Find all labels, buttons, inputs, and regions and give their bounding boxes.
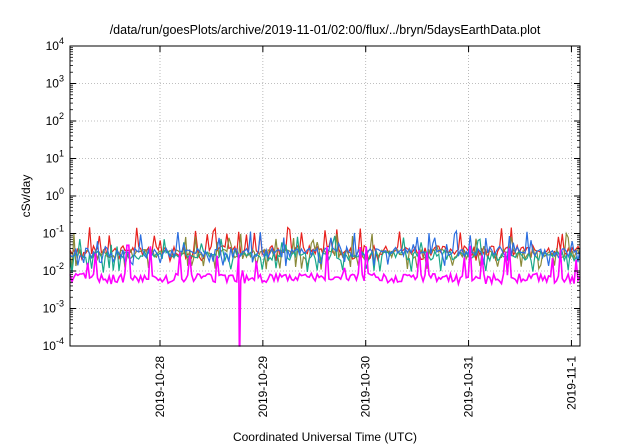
series-line (69, 235, 581, 273)
x-tick-label: 2019-11-1 (564, 356, 578, 410)
x-tick-label: 2019-10-29 (256, 356, 270, 418)
y-tick-label: 10-2 (43, 261, 64, 278)
y-tick-label: 10-1 (43, 224, 64, 241)
x-axis: 2019-10-28 2019-10-29 2019-10-30 2019-10-31… (153, 46, 578, 417)
y-tick-label: 103 (46, 74, 64, 91)
y-tick-label: 101 (46, 149, 64, 166)
x-tick-label: 2019-10-30 (359, 356, 373, 418)
y-tick-label: 10-4 (43, 336, 64, 353)
y-tick-label: 102 (46, 111, 64, 128)
series-group (69, 226, 581, 347)
y-axis: 10-4 10-3 10-2 10-1 100 101 102 103 104 (43, 36, 580, 353)
series-line (69, 244, 581, 347)
series-line (69, 231, 581, 271)
y-tick-label: 10-3 (43, 299, 64, 316)
series-line (69, 229, 581, 267)
chart-title: /data/run/goesPlots/archive/2019-11-01/0… (110, 23, 541, 37)
grid-lines (70, 46, 580, 346)
x-axis-label: Coordinated Universal Time (UTC) (233, 430, 417, 444)
x-tick-label: 2019-10-28 (153, 356, 167, 418)
x-tick-label: 2019-10-31 (462, 356, 476, 418)
y-axis-label: cSv/day (19, 175, 33, 218)
y-tick-label: 104 (46, 36, 64, 53)
y-tick-label: 100 (46, 186, 64, 203)
